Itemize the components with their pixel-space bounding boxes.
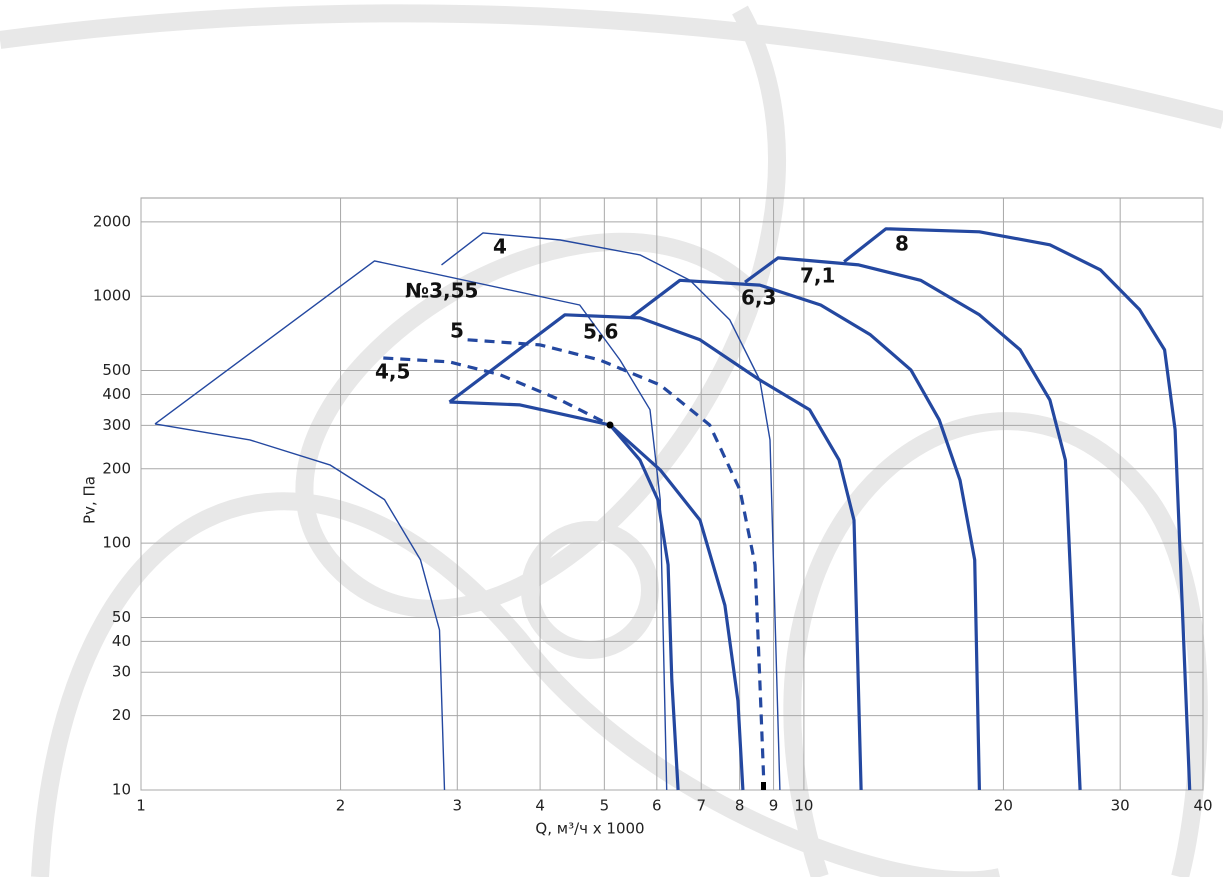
x-tick-label: 4 [535, 797, 545, 815]
y-axis-label: Pv, Па [81, 476, 99, 524]
x-tick-label: 8 [735, 797, 745, 815]
y-tick-label: 30 [112, 663, 131, 681]
y-tick-label: 2000 [93, 212, 131, 230]
curve [448, 313, 863, 791]
y-tick-label: 50 [112, 608, 131, 626]
x-tick-label: 9 [769, 797, 779, 815]
y-tick-label: 1000 [93, 287, 131, 305]
curve [843, 227, 1192, 791]
background-decoration [0, 4, 1223, 877]
curve [744, 256, 1082, 791]
x-tick-label: 1 [136, 797, 146, 815]
curve-label: 4,5 [375, 360, 410, 384]
y-tick-label: 10 [112, 781, 131, 799]
x-tick-label: 6 [652, 797, 662, 815]
x-tick-label: 2 [336, 797, 346, 815]
y-tick-label: 500 [102, 361, 131, 379]
y-tick-label: 40 [112, 632, 131, 650]
x-tick-label: 40 [1193, 797, 1212, 815]
x-tick-label: 10 [794, 797, 813, 815]
y-tick-label: 20 [112, 706, 131, 724]
curve-label: 5,6 [583, 320, 618, 344]
curve [449, 400, 745, 791]
curve [154, 423, 446, 791]
curve-label: 6,3 [741, 286, 776, 310]
x-tick-label: 3 [453, 797, 463, 815]
x-tick-label: 5 [600, 797, 610, 815]
curve [608, 423, 680, 791]
curve [154, 260, 668, 791]
end-mark [761, 782, 766, 790]
curve-label: 7,1 [800, 264, 835, 288]
curve [629, 278, 981, 791]
x-tick-label: 7 [696, 797, 706, 815]
y-tick-label: 200 [102, 459, 131, 477]
x-axis-label: Q, м³/ч х 1000 [535, 820, 644, 838]
y-tick-label: 400 [102, 385, 131, 403]
curve [467, 338, 766, 791]
junction-dot [606, 421, 614, 429]
curve-label: №3,55 [405, 279, 478, 303]
curve-label: 5 [450, 319, 464, 343]
curve-label: 4 [493, 235, 507, 259]
curve-label: 8 [895, 232, 909, 256]
x-tick-label: 20 [994, 797, 1013, 815]
x-tick-label: 30 [1111, 797, 1130, 815]
y-tick-label: 300 [102, 416, 131, 434]
y-tick-label: 100 [102, 534, 131, 552]
